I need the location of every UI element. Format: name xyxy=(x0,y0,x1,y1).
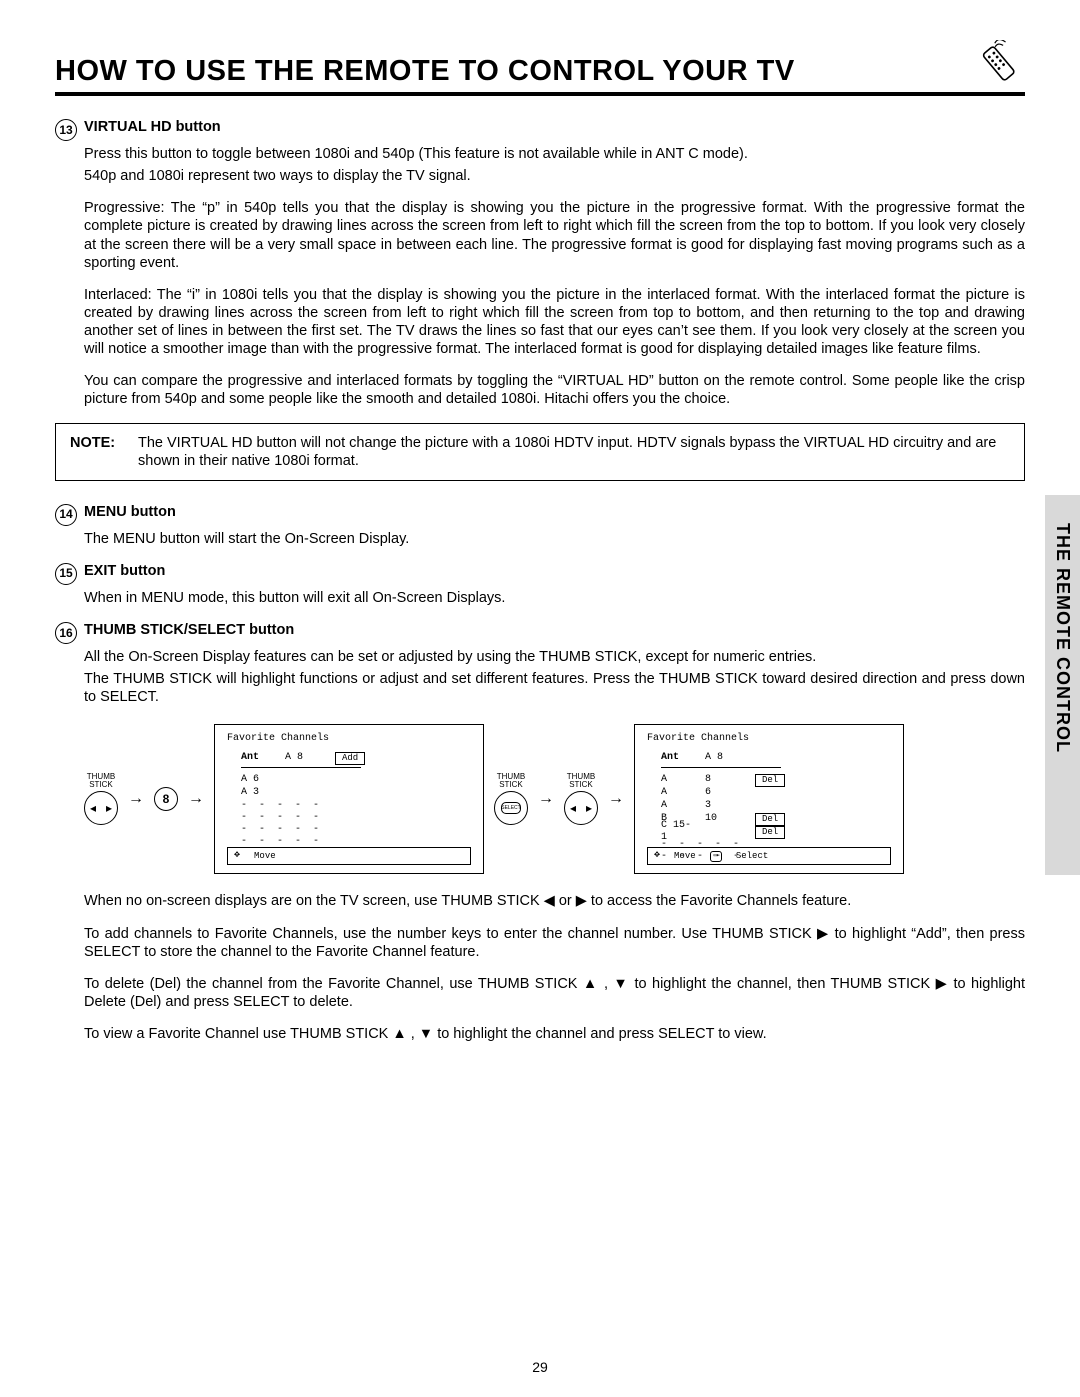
content: 13 VIRTUAL HD button Press this button t… xyxy=(55,118,1025,1043)
post-p1: When no on-screen displays are on the TV… xyxy=(84,892,1025,910)
arrow-icon: → xyxy=(128,789,144,809)
item-14: 14 MENU button xyxy=(55,503,1025,526)
note-label: NOTE: xyxy=(70,434,138,470)
remote-icon xyxy=(975,40,1025,90)
arrow-icon: → xyxy=(538,789,554,809)
page-title: HOW TO USE THE REMOTE TO CONTROL YOUR TV xyxy=(55,55,975,88)
thumb-stick-icon-1: ◂ ▸ xyxy=(84,791,118,825)
post-p2: To add channels to Favorite Channels, us… xyxy=(84,925,1025,961)
item-number-15: 15 xyxy=(55,563,77,585)
item-16-p2: The THUMB STICK will highlight functions… xyxy=(84,670,1025,706)
side-tab-label: THE REMOTE CONTROL xyxy=(1052,523,1073,753)
post-p4: To view a Favorite Channel use THUMB STI… xyxy=(84,1025,1025,1043)
item-16-title: THUMB STICK/SELECT button xyxy=(84,622,294,638)
thumb-stick-select-icon: SELECT xyxy=(494,791,528,825)
thumb-stick-label-1: THUMB STICK xyxy=(87,773,115,789)
page-header: HOW TO USE THE REMOTE TO CONTROL YOUR TV xyxy=(55,40,1025,96)
osd-panel-1: Favorite ChannelsAntA 8AddA 6A 3- - - - … xyxy=(214,724,484,874)
item-13-p1: Press this button to toggle between 1080… xyxy=(84,145,1025,163)
item-13-p3: Progressive: The “p” in 540p tells you t… xyxy=(84,199,1025,272)
item-13: 13 VIRTUAL HD button xyxy=(55,118,1025,141)
item-13-title: VIRTUAL HD button xyxy=(84,119,221,135)
item-16-p1: All the On-Screen Display features can b… xyxy=(84,648,1025,666)
thumb-stick-label-2: THUMB STICK xyxy=(497,773,525,789)
item-15-p1: When in MENU mode, this button will exit… xyxy=(84,589,1025,607)
page-number: 29 xyxy=(0,1359,1080,1375)
item-13-p5: You can compare the progressive and inte… xyxy=(84,372,1025,408)
number-8-button: 8 xyxy=(154,787,178,811)
osd-panel-2: Favorite ChannelsAntA 8A8DelA6A3B10DelC … xyxy=(634,724,904,874)
item-13-p2: 540p and 1080i represent two ways to dis… xyxy=(84,167,1025,185)
item-number-14: 14 xyxy=(55,504,77,526)
item-15-title: EXIT button xyxy=(84,563,165,579)
arrow-icon: → xyxy=(608,789,624,809)
note-box: NOTE: The VIRTUAL HD button will not cha… xyxy=(55,423,1025,481)
item-16: 16 THUMB STICK/SELECT button xyxy=(55,621,1025,644)
thumb-stick-label-3: THUMB STICK xyxy=(567,773,595,789)
item-number-16: 16 xyxy=(55,622,77,644)
post-p3: To delete (Del) the channel from the Fav… xyxy=(84,975,1025,1011)
arrow-icon: → xyxy=(188,789,204,809)
item-13-p4: Interlaced: The “i” in 1080i tells you t… xyxy=(84,286,1025,359)
side-tab: THE REMOTE CONTROL xyxy=(1045,495,1080,875)
note-text: The VIRTUAL HD button will not change th… xyxy=(138,434,1010,470)
thumb-stick-icon-3: ◂ ▸ xyxy=(564,791,598,825)
item-14-p1: The MENU button will start the On-Screen… xyxy=(84,530,1025,548)
item-14-title: MENU button xyxy=(84,504,176,520)
item-15: 15 EXIT button xyxy=(55,562,1025,585)
diagram: THUMB STICK ◂ ▸ → 8 → Favorite ChannelsA… xyxy=(84,724,1025,874)
item-number-13: 13 xyxy=(55,119,77,141)
